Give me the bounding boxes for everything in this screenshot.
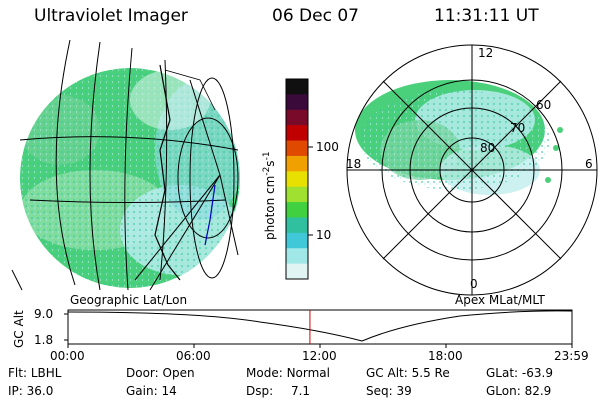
mode-field: Mode: Normal	[246, 366, 330, 380]
ip-field: IP: 36.0	[8, 384, 54, 398]
timeline-frame	[67, 309, 573, 345]
xtick-label-1: 06:00	[176, 349, 211, 363]
xtick-label-2: 12:00	[302, 349, 337, 363]
colorbar-stripe	[286, 125, 308, 142]
gc-alt-field: GC Alt: 5.5 Re	[366, 366, 450, 380]
time-label: 11:31:11 UT	[434, 6, 539, 26]
gain-field: Gain: 14	[126, 384, 177, 398]
mlt-label-0: 0	[470, 277, 478, 291]
timeline-ylabel: GC Alt	[12, 310, 26, 348]
lat-label-60: 60	[536, 98, 552, 112]
colorbar-stripe	[286, 155, 308, 172]
xtick-label-3: 18:00	[428, 349, 463, 363]
glat-field: GLat: -63.9	[486, 366, 553, 380]
geographic-grid	[11, 39, 239, 291]
seq-field: Seq: 39	[366, 384, 412, 398]
dsp-field: Dsp: 7.1	[246, 384, 311, 398]
colorbar-stripe	[286, 109, 308, 126]
colorbar-frame	[285, 78, 309, 280]
mlt-label-6: 6	[585, 157, 593, 171]
colorbar-stripe	[286, 217, 308, 234]
door-field: Door: Open	[126, 366, 195, 380]
timeline-ytick-label-bottom: 1.8	[34, 333, 54, 347]
mlt-label-18: 18	[346, 157, 362, 171]
colorbar-stripe	[286, 263, 308, 280]
colorbar-stripe	[286, 186, 308, 203]
colorbar-stripe	[286, 79, 308, 95]
geographic-caption: Geographic Lat/Lon	[70, 293, 188, 307]
date-label: 06 Dec 07	[272, 6, 359, 26]
polar-grid	[346, 44, 598, 296]
apex-caption: Apex MLat/MLT	[455, 293, 545, 307]
geographic-disk	[20, 68, 240, 288]
timeline-ytick-label-top: 9.0	[34, 307, 54, 321]
xtick-label-4: 23:59	[554, 349, 589, 363]
colorbar-label-10: 10	[316, 228, 332, 242]
gc-alt-curve	[67, 310, 573, 342]
polar-image	[355, 80, 563, 195]
glon-field: GLon: 82.9	[486, 384, 552, 398]
colorbar-stripe	[286, 171, 308, 188]
timeline-plot	[64, 309, 573, 348]
flt-field: Flt: LBHL	[8, 366, 62, 380]
instrument-title: Ultraviolet Imager	[34, 6, 188, 26]
xtick-label-0: 00:00	[50, 349, 85, 363]
colorbar-stripe	[286, 248, 308, 265]
mlt-label-12: 12	[478, 46, 494, 60]
satellite-track-line	[204, 184, 216, 246]
lat-label-70: 70	[510, 121, 526, 135]
colorbar-stripe	[286, 202, 308, 218]
colorbar-stripe	[286, 140, 308, 157]
colorbar-stripe	[286, 94, 308, 111]
colorbar-label-100: 100	[316, 140, 339, 154]
colorbar-unit-label: photon cm-2s-1	[262, 151, 277, 240]
lat-label-80: 80	[480, 141, 496, 155]
colorbar	[286, 79, 308, 280]
colorbar-stripe	[286, 232, 308, 249]
